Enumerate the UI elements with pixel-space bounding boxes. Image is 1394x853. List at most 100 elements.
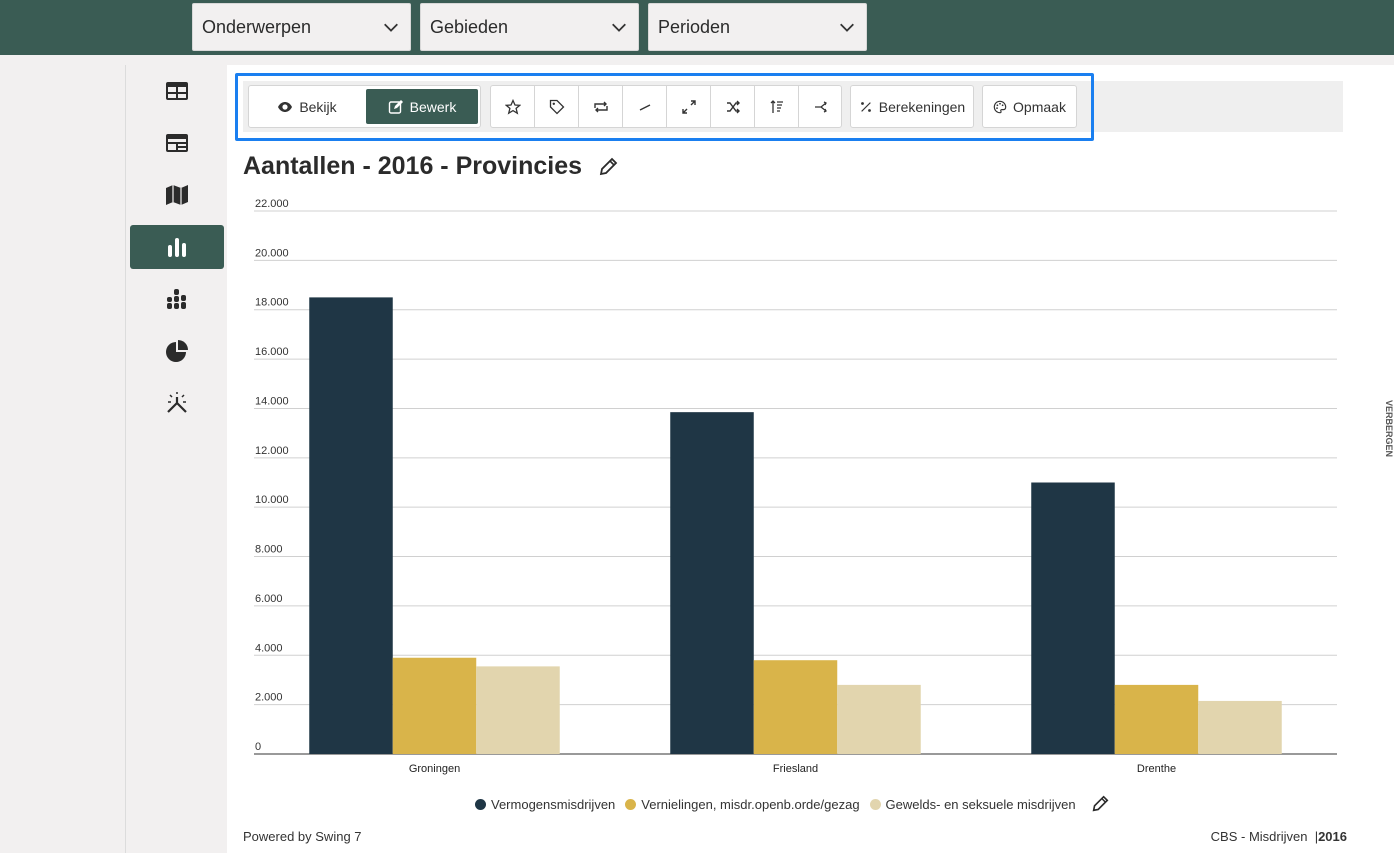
chevron-down-icon [384,23,398,32]
y-tick-label: 22.000 [255,198,289,210]
y-tick-label: 10.000 [255,494,289,506]
shuffle-button[interactable] [711,86,755,127]
x-tick-label: Friesland [773,763,818,775]
format-label: Opmaak [1013,98,1066,115]
x-tick-label: Groningen [409,763,460,775]
y-tick-label: 4.000 [255,642,283,654]
sidebar-item-stacked-chart[interactable] [130,277,224,321]
dropdown-label: Perioden [658,16,731,37]
y-tick-label: 20.000 [255,247,289,259]
chevron-down-icon [840,23,854,32]
source-info: CBS - Misdrijven |2016 [1211,829,1347,844]
bar[interactable] [753,660,838,754]
palette-icon [993,100,1007,113]
dropdown-label: Onderwerpen [202,16,312,37]
bar-chart: 0 2.000 4.000 6.000 8.000 10.000 12.000 14.000 1… [254,198,1337,775]
chart-legend: Vermogensmisdrijven Vernielingen, misdr.… [475,794,1110,814]
resize-button[interactable] [667,86,711,127]
sidebar-item-table[interactable] [130,69,224,113]
edit-button[interactable]: Bewerk [366,89,478,124]
legend-item[interactable]: Vermogensmisdrijven [475,797,615,812]
percent-icon [860,101,871,112]
y-tick-label: 18.000 [255,297,289,309]
share-icon [815,100,827,113]
line-icon [639,103,650,111]
sidebar-item-dashboard[interactable] [130,121,224,165]
swap-axes-button[interactable] [579,86,623,127]
calculations-button[interactable]: Berekeningen [850,85,974,128]
view-button[interactable]: Bekijk [252,89,362,124]
bar[interactable] [309,297,393,754]
bar[interactable] [476,666,560,754]
dashboard-icon [166,134,188,152]
map-icon [166,185,188,205]
shuffle-icon [726,100,740,113]
chart-title: Aantallen - 2016 - Provincies [243,152,583,180]
source-year: 2016 [1318,829,1347,844]
swap-icon [593,101,608,112]
toolbar-highlight [235,73,1094,141]
view-label: Bekijk [299,98,337,115]
x-tick-label: Drenthe [1137,763,1176,775]
bar[interactable] [1031,482,1115,755]
view-edit-toggle: Bekijk Bewerk [248,85,481,128]
bar[interactable] [392,657,477,754]
sidebar-item-pie-chart[interactable] [130,329,224,373]
favorite-button[interactable] [491,86,535,127]
y-tick-label: 16.000 [255,346,289,358]
pie-chart-icon [166,340,188,362]
table-icon [166,82,188,100]
powered-by: Powered by Swing 7 [243,829,362,844]
resize-icon [681,99,696,114]
legend-label: Vermogensmisdrijven [491,796,616,812]
bar[interactable] [670,412,754,754]
legend-swatch [625,798,637,810]
legend-label: Gewelds- en seksuele misdrijven [885,796,1076,812]
pencil-icon[interactable] [1090,794,1110,814]
source-label: CBS - Misdrijven [1210,829,1308,844]
sidebar [125,65,227,853]
y-tick-label: 12.000 [255,445,289,457]
y-tick-label: 8.000 [255,544,283,556]
chart-tools-group [490,85,842,128]
edit-label: Bewerk [409,98,457,115]
bar[interactable] [1114,684,1199,754]
y-tick-label: 14.000 [255,395,289,407]
onderwerpen-dropdown[interactable]: Onderwerpen [192,3,411,51]
sidebar-item-map[interactable] [130,173,224,217]
gebieden-dropdown[interactable]: Gebieden [420,3,639,51]
source-separator: | [1314,829,1319,844]
legend-swatch [475,798,486,810]
magic-icon [167,392,187,413]
dropdown-label: Gebieden [430,16,509,37]
legend-item[interactable]: Gewelds- en seksuele misdrijven [869,796,1076,812]
share-button[interactable] [799,86,843,127]
legend-swatch [869,798,881,810]
y-tick-label: 6.000 [255,593,283,605]
pencil-icon[interactable] [597,156,619,178]
bar-chart-icon [168,238,186,257]
perioden-dropdown[interactable]: Perioden [648,3,867,51]
stacked-chart-icon [167,289,186,309]
eye-icon [278,101,293,112]
labels-button[interactable] [535,86,579,127]
sort-button[interactable] [755,86,799,127]
sort-icon [770,99,783,113]
legend-item[interactable]: Vernielingen, misdr.openb.orde/gezag [625,796,860,812]
tag-icon [549,99,564,114]
calculations-label: Berekeningen [878,98,966,115]
sidebar-item-bar-chart[interactable] [130,225,224,269]
edit-icon [388,99,403,114]
chevron-down-icon [612,23,626,32]
bar[interactable] [837,684,921,754]
trendline-button[interactable] [623,86,667,127]
sidebar-item-magic[interactable] [130,381,224,425]
top-bar: Onderwerpen Gebieden Perioden [0,0,1394,55]
y-tick-label: 2.000 [255,692,283,704]
format-button[interactable]: Opmaak [982,85,1077,128]
y-tick-label: 0 [255,741,261,753]
hide-panel-tab[interactable]: VERBERGEN [1384,400,1394,458]
bar[interactable] [1198,700,1282,754]
legend-label: Vernielingen, misdr.openb.orde/gezag [641,796,860,812]
star-icon [504,98,521,115]
